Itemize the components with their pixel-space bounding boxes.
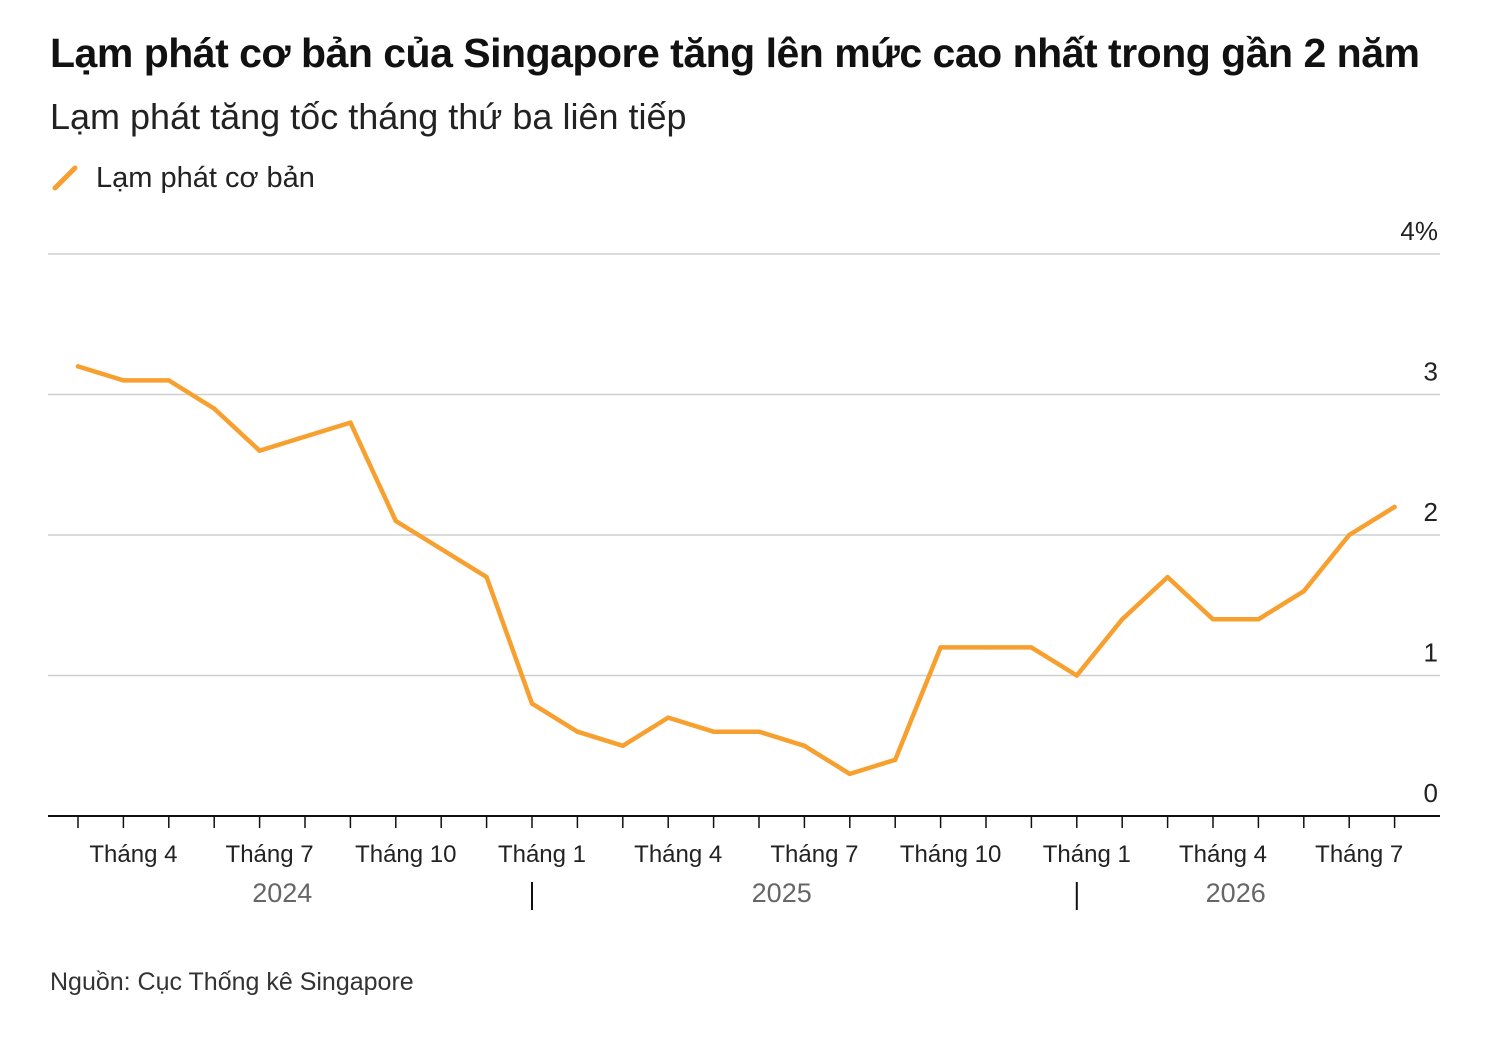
x-tick-label: Tháng 4 [634,841,722,868]
x-tick-label: Tháng 1 [498,841,586,868]
y-tick-label: 0 [1424,778,1438,808]
x-tick-label: Tháng 7 [226,841,314,868]
data-point [166,378,171,383]
data-point [529,701,535,706]
data-point [1074,673,1080,678]
series-line-core-inflation [75,364,1397,777]
x-tick-label: Tháng 4 [1179,841,1267,868]
x-tick-label: Tháng 10 [355,841,456,868]
data-point [1165,574,1170,580]
data-point [847,771,852,777]
data-point [711,729,716,734]
data-point [1210,617,1216,622]
data-point [484,574,489,580]
y-tick-label: 3 [1424,357,1438,387]
data-point [893,757,898,762]
data-point [756,729,762,734]
y-tick-label: 4% [1400,216,1438,246]
data-point [1029,645,1034,650]
data-point [575,729,580,734]
data-point [257,448,262,453]
data-point [1301,589,1307,594]
x-tick-label: Tháng 4 [89,841,177,868]
data-point [802,743,807,748]
data-point [938,645,943,650]
data-point [983,645,989,650]
y-tick-label: 2 [1424,497,1438,527]
data-point [121,378,126,383]
data-point [1347,532,1352,538]
x-tick-label: Tháng 10 [900,841,1001,868]
x-tick-label: Tháng 7 [770,841,858,868]
chart-title: Lạm phát cơ bản của Singapore tăng lên m… [50,30,1420,76]
data-point [1120,617,1125,622]
data-point [393,518,398,524]
y-tick-label: 1 [1424,638,1438,668]
x-tick-label: Tháng 7 [1315,841,1403,868]
x-tick-label: Tháng 1 [1043,841,1131,868]
year-label: 2024 [252,878,312,908]
data-point [620,743,625,748]
data-point [212,406,217,411]
legend-line-icon [52,165,78,191]
data-point [666,715,671,720]
year-label: 2026 [1206,878,1266,908]
legend-label: Lạm phát cơ bản [96,161,315,194]
year-label: 2025 [752,878,812,908]
data-point [439,546,444,552]
data-point [1256,617,1261,622]
chart-subtitle: Lạm phát tăng tốc tháng thứ ba liên tiếp [50,96,687,137]
data-point [75,364,81,369]
legend: Lạm phát cơ bản [50,160,315,196]
data-point [302,434,308,439]
source-note: Nguồn: Cục Thống kê Singapore [50,968,414,996]
data-point [1392,504,1397,510]
data-point [348,420,353,425]
